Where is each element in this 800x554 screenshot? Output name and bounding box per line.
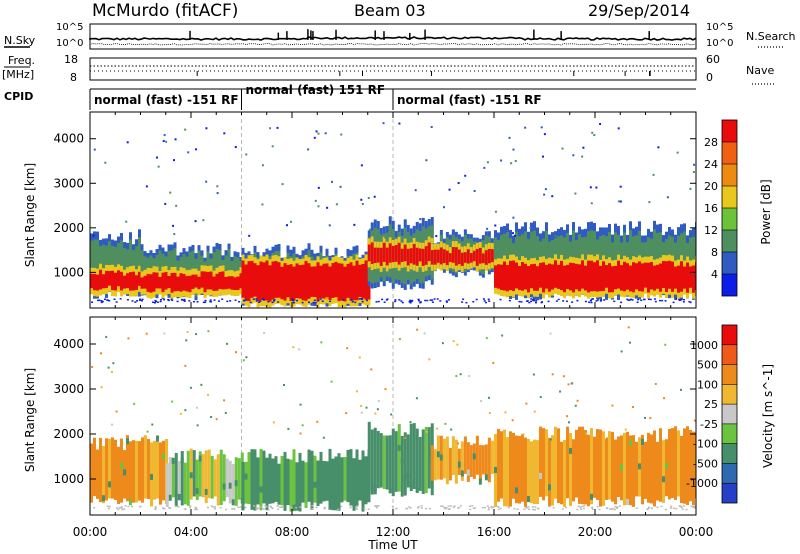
y-tick-label: 1000 <box>53 472 84 486</box>
data-band <box>367 216 434 290</box>
colorbar-tick-label: -25 <box>700 418 718 431</box>
y-tick-label: 4000 <box>53 132 84 146</box>
nave-label: Nave <box>746 64 774 77</box>
nsearch-label: N.Search <box>746 30 796 43</box>
nsky-label: N.Sky <box>4 34 36 47</box>
x-tick-label: 04:00 <box>174 525 209 539</box>
x-tick-label: 16:00 <box>477 525 512 539</box>
colorbar-segment <box>722 483 737 503</box>
colorbar-segment <box>722 120 737 142</box>
colorbar-tick-label: 28 <box>704 136 718 149</box>
colorbar-tick-label: -1000 <box>686 477 718 490</box>
data-band <box>241 448 371 512</box>
x-tick-label: 20:00 <box>578 525 613 539</box>
colorbar-segment <box>722 142 737 164</box>
nsearch-top-tick: 10^5 <box>706 22 733 33</box>
y-tick-label: 2000 <box>53 221 84 235</box>
colorbar-segment <box>722 443 737 464</box>
x-tick-label: 12:00 <box>376 525 411 539</box>
nsearch-bottom-tick: 10^0 <box>706 38 733 49</box>
data-band <box>90 229 141 299</box>
cpid-segment-label: normal (fast) -151 RF <box>94 93 239 107</box>
colorbar-segment <box>722 423 737 444</box>
cpid-row: normal (fast) -151 RF normal (fast) 151 R… <box>89 83 542 110</box>
station-title: McMurdo (fitACF) <box>92 1 238 21</box>
y-tick-label: 1000 <box>53 265 84 279</box>
freq-strip <box>89 57 697 81</box>
data-band <box>367 421 434 497</box>
scattered-echoes <box>91 326 696 511</box>
cpid-label: CPID <box>4 90 33 103</box>
nave-top-tick: 60 <box>706 53 720 66</box>
freq-unit: [MHz] <box>2 68 34 81</box>
colorbar-segment <box>722 384 737 405</box>
nsky-top-tick: 10^5 <box>56 22 83 33</box>
beam-title: Beam 03 <box>354 1 426 20</box>
colorbar-segment <box>722 230 737 252</box>
power-y-label: Slant Range [km] <box>23 163 37 267</box>
colorbar-segment <box>722 364 737 385</box>
data-band <box>140 242 243 301</box>
data-band <box>165 448 244 508</box>
velocity-y-label: Slant Range [km] <box>23 368 37 472</box>
date-title: 29/Sep/2014 <box>588 1 690 20</box>
colorbar-tick-label: 1000 <box>690 339 718 352</box>
colorbar-tick-label: 4 <box>711 268 718 281</box>
colorbar-segment <box>722 325 737 345</box>
x-tick-label: 08:00 <box>275 525 310 539</box>
colorbar-tick-label: -100 <box>693 438 718 451</box>
velocity-colorbar-label: Velocity [m s^-1] <box>761 364 775 468</box>
colorbar-segment <box>722 344 737 365</box>
x-axis-label: Time UT <box>367 538 418 552</box>
colorbar-tick-label: 24 <box>704 158 718 171</box>
colorbar-tick-label: 20 <box>704 180 718 193</box>
cpid-segment-label: normal (fast) 151 RF <box>246 83 386 97</box>
freq-top-tick: 18 <box>64 53 78 66</box>
power-colorbar-label: Power [dB] <box>759 179 773 244</box>
colorbar-tick-label: 8 <box>711 246 718 259</box>
colorbar-tick-label: 16 <box>704 202 718 215</box>
colorbar-segment <box>722 164 737 186</box>
freq-traces <box>90 65 696 76</box>
nsky-bottom-tick: 10^0 <box>56 38 83 49</box>
y-tick-label: 2000 <box>53 427 84 441</box>
velocity-colorbar: 1000 500 100 25 -25 -100 -500 -1000 <box>686 324 738 504</box>
colorbar-tick-label: -500 <box>693 457 718 470</box>
velocity-panel: 1000 2000 3000 4000 <box>53 316 697 516</box>
colorbar-tick-label: 500 <box>697 359 718 372</box>
data-band <box>494 426 696 507</box>
data-band <box>241 243 371 308</box>
nsky-traces <box>89 29 697 46</box>
colorbar-segment <box>722 404 737 424</box>
scattered-echoes <box>91 122 696 304</box>
colorbar-segment <box>722 274 737 296</box>
colorbar-segment <box>722 208 737 230</box>
y-tick-label: 4000 <box>53 337 84 351</box>
freq-bottom-tick: 8 <box>70 71 77 84</box>
cpid-segment-label: normal (fast) -151 RF <box>397 93 542 107</box>
colorbar-segment <box>722 463 737 484</box>
colorbar-segment <box>722 252 737 274</box>
x-tick-label: 00:00 <box>679 525 714 539</box>
data-band <box>430 229 497 278</box>
data-band <box>430 435 497 485</box>
power-panel: 1000 2000 3000 4000 <box>53 111 697 309</box>
y-tick-label: 3000 <box>53 382 84 396</box>
time-axis: 00:00 04:00 08:00 12:00 16:00 20:00 00:00 <box>73 525 714 539</box>
y-tick-label: 3000 <box>53 176 84 190</box>
colorbar-tick-label: 12 <box>704 224 718 237</box>
colorbar-tick-label: 100 <box>697 378 718 391</box>
freq-label: Freq. <box>8 54 35 67</box>
nsky-strip <box>89 23 697 50</box>
data-band <box>494 220 696 301</box>
colorbar-tick-label: 25 <box>704 398 718 411</box>
x-tick-label: 00:00 <box>73 525 108 539</box>
power-colorbar: 4 8 12 16 20 24 28 <box>704 119 738 297</box>
colorbar-segment <box>722 186 737 208</box>
data-band <box>90 435 168 507</box>
nave-bottom-tick: 0 <box>706 71 713 84</box>
